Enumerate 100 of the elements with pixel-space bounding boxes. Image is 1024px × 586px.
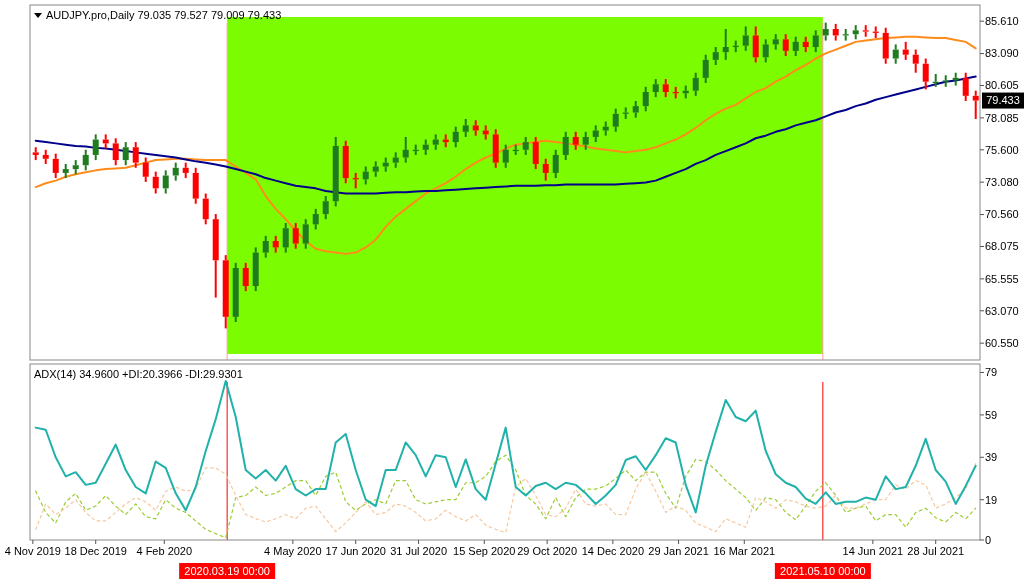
x-tick-label: 4 Feb 2020 [136,545,193,557]
candlestick [752,25,759,64]
candlestick [52,152,59,180]
line-series [34,35,977,255]
y-tick-label: 65.555 [985,272,1019,285]
candlestick [772,33,779,51]
candlestick [492,128,499,169]
candlestick [592,124,599,144]
candlestick [822,21,829,42]
candlestick [542,157,549,182]
candlestick [392,151,399,169]
candlestick [292,222,299,250]
candlestick [92,133,99,162]
candlestick [172,161,179,182]
candlestick [702,53,709,84]
y-tick-label: 60.550 [985,337,1019,350]
y-tick-label: 78.085 [985,111,1019,124]
candlestick [162,169,169,195]
candlestick [372,160,379,178]
candlestick [202,192,209,226]
candlestick [332,135,339,208]
candlestick [692,71,699,97]
y-tick-label: 19 [985,493,998,506]
line-series [35,454,977,539]
candlestick [152,170,159,195]
candlestick [312,207,319,231]
x-tick-label: 17 Jun 2020 [325,545,386,557]
line-series [34,379,977,514]
y-tick-label: 79 [985,366,998,379]
x-tick-label: 18 Dec 2019 [64,545,127,557]
candlestick [112,137,119,167]
candlestick [792,35,799,58]
candlestick [572,130,579,151]
line-series [35,463,977,534]
x-tick-label: 4 Nov 2019 [4,545,61,557]
candlestick [272,234,279,254]
candlestick [472,119,479,137]
candlestick [452,125,459,149]
candlestick [742,25,749,52]
candlestick [132,141,139,169]
candlestick [222,254,229,330]
candlestick [862,24,869,38]
candlestick [662,78,669,99]
candlestick [582,130,589,151]
candlestick [402,135,409,164]
candlestick [652,78,659,99]
y-tick-label: 75.600 [985,143,1019,156]
y-tick-label: 39 [985,451,998,464]
ref-line-label: 2020.03.19 00:00 [184,565,270,577]
y-tick-label: 73.080 [985,176,1019,189]
y-tick-label: 59 [985,408,998,421]
candlestick [382,156,389,173]
candlestick [192,166,199,205]
candlestick [782,33,789,58]
y-tick-label: 63.070 [985,304,1019,317]
candlestick [942,74,949,88]
candlestick [802,35,809,54]
candlestick [232,261,239,323]
y-tick-label: 70.560 [985,208,1019,221]
candlestick [522,135,529,156]
x-tick-label: 15 Sep 2020 [453,545,516,557]
candlestick [882,26,889,65]
candlestick [722,28,729,61]
annotation: 79.433 [986,94,1020,107]
x-tick-label: 14 Dec 2020 [581,545,645,557]
line-series [34,75,977,195]
candlestick [962,71,969,102]
candlestick [42,148,49,165]
candlestick [892,43,899,65]
candlestick [712,46,719,66]
x-tick-label: 29 Jan 2021 [648,545,709,557]
candlestick [122,141,129,167]
y-tick-label: 80.605 [985,79,1019,92]
candlestick [342,139,349,185]
candlestick [72,159,79,176]
candlestick [32,146,39,162]
candlestick [262,234,269,259]
y-tick-label: 68.075 [985,240,1019,253]
candlestick [302,218,309,250]
x-tick-label: 4 May 2020 [264,545,322,557]
x-tick-label: 28 Jul 2021 [907,545,965,557]
candlestick [252,246,259,293]
candlestick [322,195,329,221]
candlestick [642,85,649,113]
candlestick [282,222,289,254]
x-tick-label: 16 Mar 2021 [713,545,776,557]
y-tick-label: 0 [985,533,992,546]
candlestick [852,24,859,41]
candlestick [432,133,439,151]
candlestick [912,48,919,74]
x-tick-label: 31 Jul 2020 [390,545,448,557]
candlestick [462,117,469,138]
x-tick-label: 14 Jun 2021 [842,545,904,557]
candlestick [602,120,609,137]
candlestick [142,156,149,183]
y-tick-label: 83.090 [985,47,1019,60]
candlestick [922,57,929,91]
candlestick [182,161,189,180]
candlestick [902,40,909,61]
y-tick-label: 85.610 [985,15,1019,28]
